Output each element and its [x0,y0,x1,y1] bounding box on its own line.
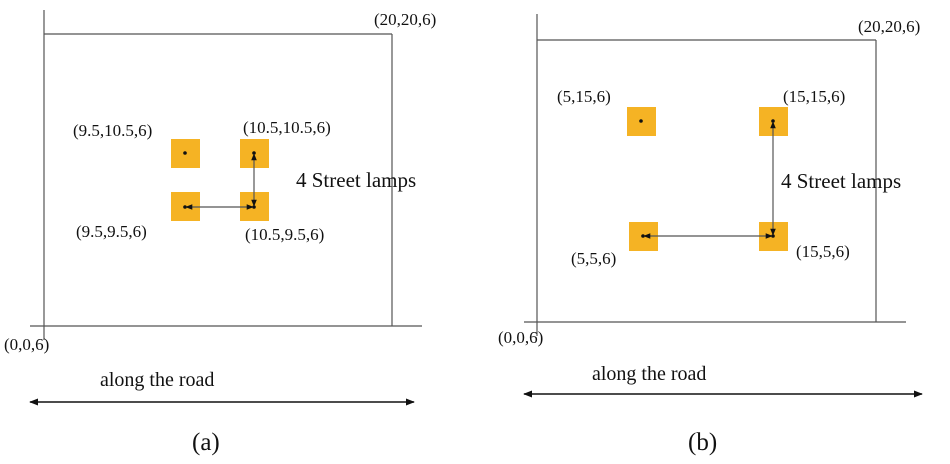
panel-a-lamp-top-right-label: (10.5,10.5,6) [243,118,331,137]
panel-b-lamp-bottom-right-label: (15,5,6) [796,242,850,261]
panel-b-lamp-bottom-left-label: (5,5,6) [571,249,616,268]
panel-a: (20,20,6) (0,0,6) (9.5,10.5,6) (10.5,10.… [4,10,436,456]
panel-a-caption: (a) [192,429,220,456]
panel-b-lamp-top-left-label: (5,15,6) [557,87,611,106]
panel-b-lamp-top-left-dot [639,119,643,123]
panel-a-lamp-bottom-left-label: (9.5,9.5,6) [76,222,147,241]
panel-a-corner-label: (20,20,6) [374,10,436,29]
panel-b-lamps-count-label: 4 Street lamps [781,169,901,193]
panel-b-lamp-top-right-label: (15,15,6) [783,87,845,106]
panel-a-origin-label: (0,0,6) [4,335,49,354]
panel-b-origin-label: (0,0,6) [498,328,543,347]
panel-a-road-label: along the road [100,369,214,391]
panel-b-road-label: along the road [592,363,706,385]
panel-a-lamp-top-left-dot [183,151,187,155]
panel-b: (20,20,6) (0,0,6) (5,15,6) (15,15,6) (5,… [498,14,923,456]
panel-b-corner-label: (20,20,6) [858,17,920,36]
panel-a-lamp-top-left-label: (9.5,10.5,6) [73,121,152,140]
panel-a-lamps-count-label: 4 Street lamps [296,168,416,192]
panel-b-caption: (b) [688,429,717,456]
panel-a-lamp-bottom-right-label: (10.5,9.5,6) [245,225,324,244]
